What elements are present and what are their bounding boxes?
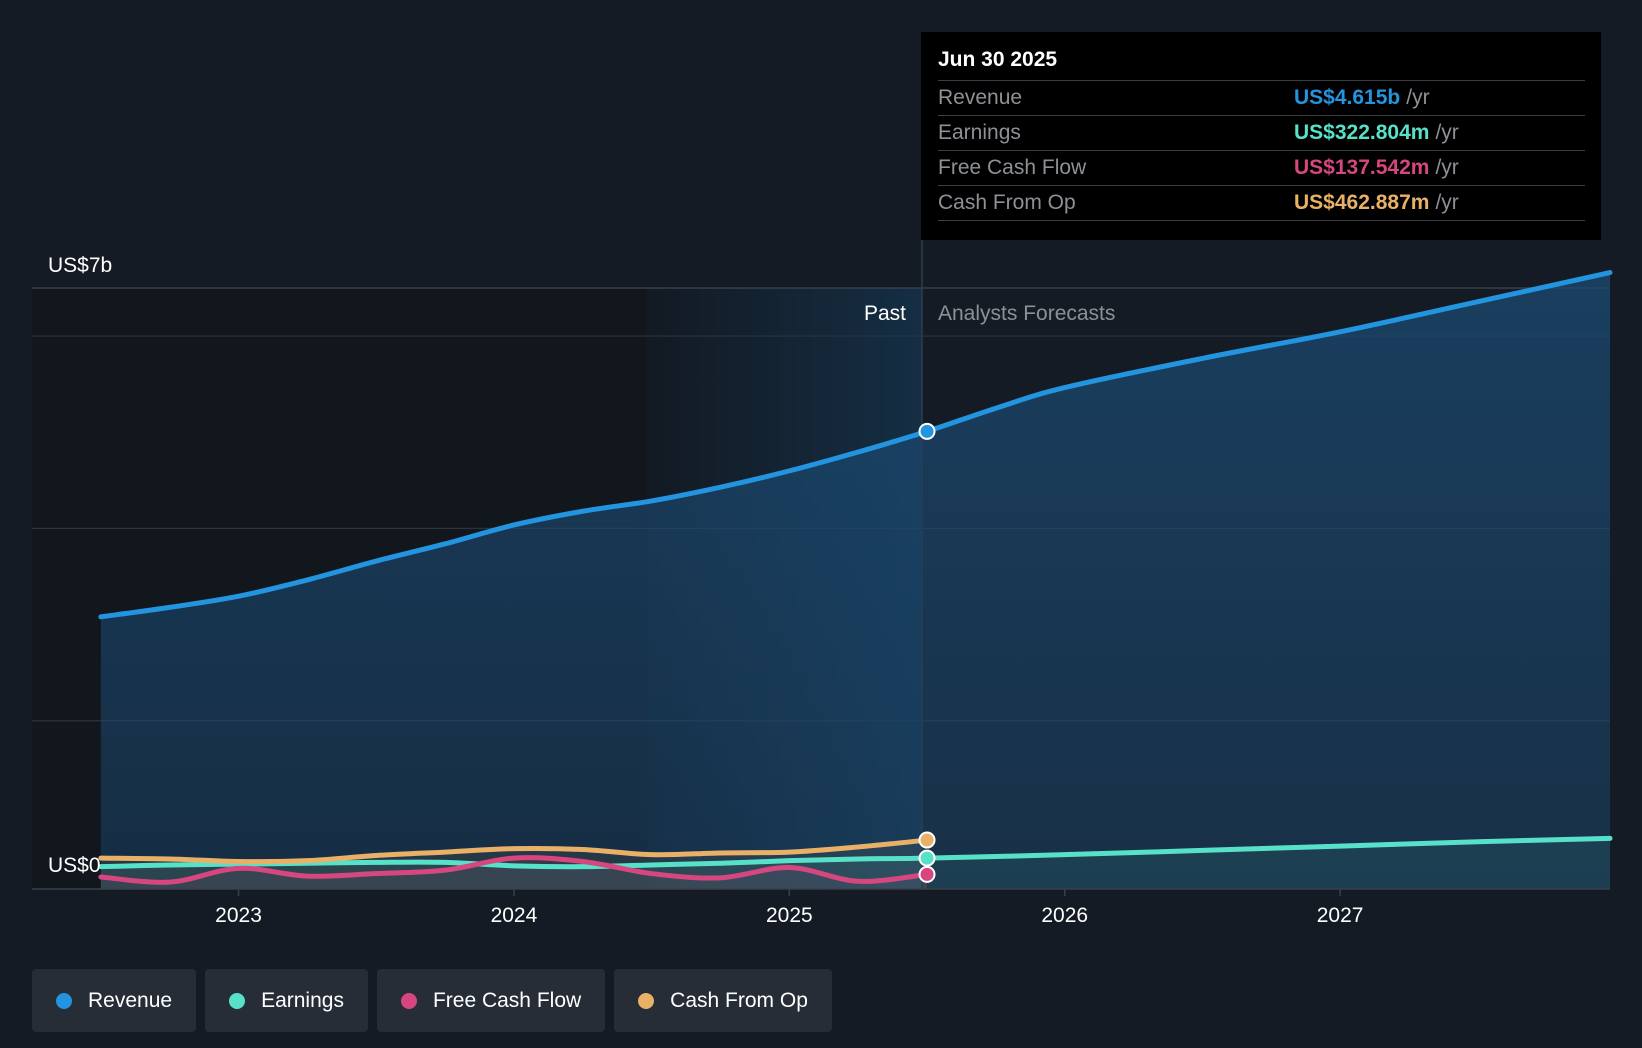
x-tick-label: 2024 xyxy=(491,904,538,927)
legend-label: Earnings xyxy=(261,988,344,1012)
free-cash-flow-dot-icon xyxy=(400,992,417,1009)
legend-label: Revenue xyxy=(88,988,173,1012)
legend-item-earnings[interactable]: Earnings xyxy=(205,969,368,1032)
tooltip-row-earnings: Earnings US$322.804m /yr xyxy=(938,116,1585,151)
y-axis-top-label: US$7b xyxy=(48,254,112,277)
legend-item-cash-from-op[interactable]: Cash From Op xyxy=(614,969,832,1032)
earnings-marker xyxy=(918,849,936,867)
tooltip-unit: /yr xyxy=(1435,121,1459,144)
legend-label: Free Cash Flow xyxy=(432,988,582,1012)
revenue-line xyxy=(98,270,1613,620)
tooltip-row-cash-from-op: Cash From Op US$462.887m /yr xyxy=(938,186,1585,221)
free-cash-flow-marker xyxy=(918,865,936,883)
tooltip-row-free-cash-flow: Free Cash Flow US$137.542m /yr xyxy=(938,151,1585,186)
revenue-marker xyxy=(918,422,936,440)
free-cash-flow-area xyxy=(100,857,928,889)
tooltip-unit: /yr xyxy=(1435,156,1459,179)
earnings-line xyxy=(98,835,1613,870)
forecast-label: Analysts Forecasts xyxy=(938,302,1115,325)
tooltip-value: US$137.542m xyxy=(1294,156,1430,179)
legend: Revenue Earnings Free Cash Flow Cash Fro… xyxy=(32,969,832,1032)
revenue-dot-icon xyxy=(56,992,72,1009)
free-cash-flow-line xyxy=(98,855,930,885)
cash-from-op-line xyxy=(98,837,930,865)
tooltip-unit: /yr xyxy=(1435,191,1459,214)
x-tick-label: 2027 xyxy=(1317,904,1364,927)
legend-item-free-cash-flow[interactable]: Free Cash Flow xyxy=(376,969,606,1032)
tooltip-unit: /yr xyxy=(1406,86,1430,109)
earnings-dot-icon xyxy=(229,992,246,1009)
tooltip-label: Revenue xyxy=(938,86,1023,109)
tooltip-date: Jun 30 2025 xyxy=(938,46,1585,81)
x-tick-label: 2025 xyxy=(766,904,813,927)
legend-label: Cash From Op xyxy=(670,988,808,1012)
x-tick-label: 2023 xyxy=(215,904,262,927)
legend-item-revenue[interactable]: Revenue xyxy=(32,969,197,1032)
past-label: Past xyxy=(864,302,906,325)
tooltip-row-revenue: Revenue US$4.615b /yr xyxy=(938,81,1585,116)
tooltip-value: US$322.804m xyxy=(1294,121,1430,144)
cash-from-op-dot-icon xyxy=(638,992,655,1009)
tooltip-value: US$462.887m xyxy=(1294,191,1430,214)
tooltip-label: Free Cash Flow xyxy=(938,156,1087,179)
revenue-area xyxy=(100,272,1611,889)
y-axis-bottom-label: US$0 xyxy=(48,854,101,877)
tooltip: Jun 30 2025 Revenue US$4.615b /yr Earnin… xyxy=(921,32,1601,240)
cash-from-op-marker xyxy=(918,831,936,849)
tooltip-label: Cash From Op xyxy=(938,191,1076,214)
tooltip-label: Earnings xyxy=(938,121,1021,144)
tooltip-value: US$4.615b xyxy=(1294,86,1401,109)
x-tick-label: 2026 xyxy=(1041,904,1088,927)
